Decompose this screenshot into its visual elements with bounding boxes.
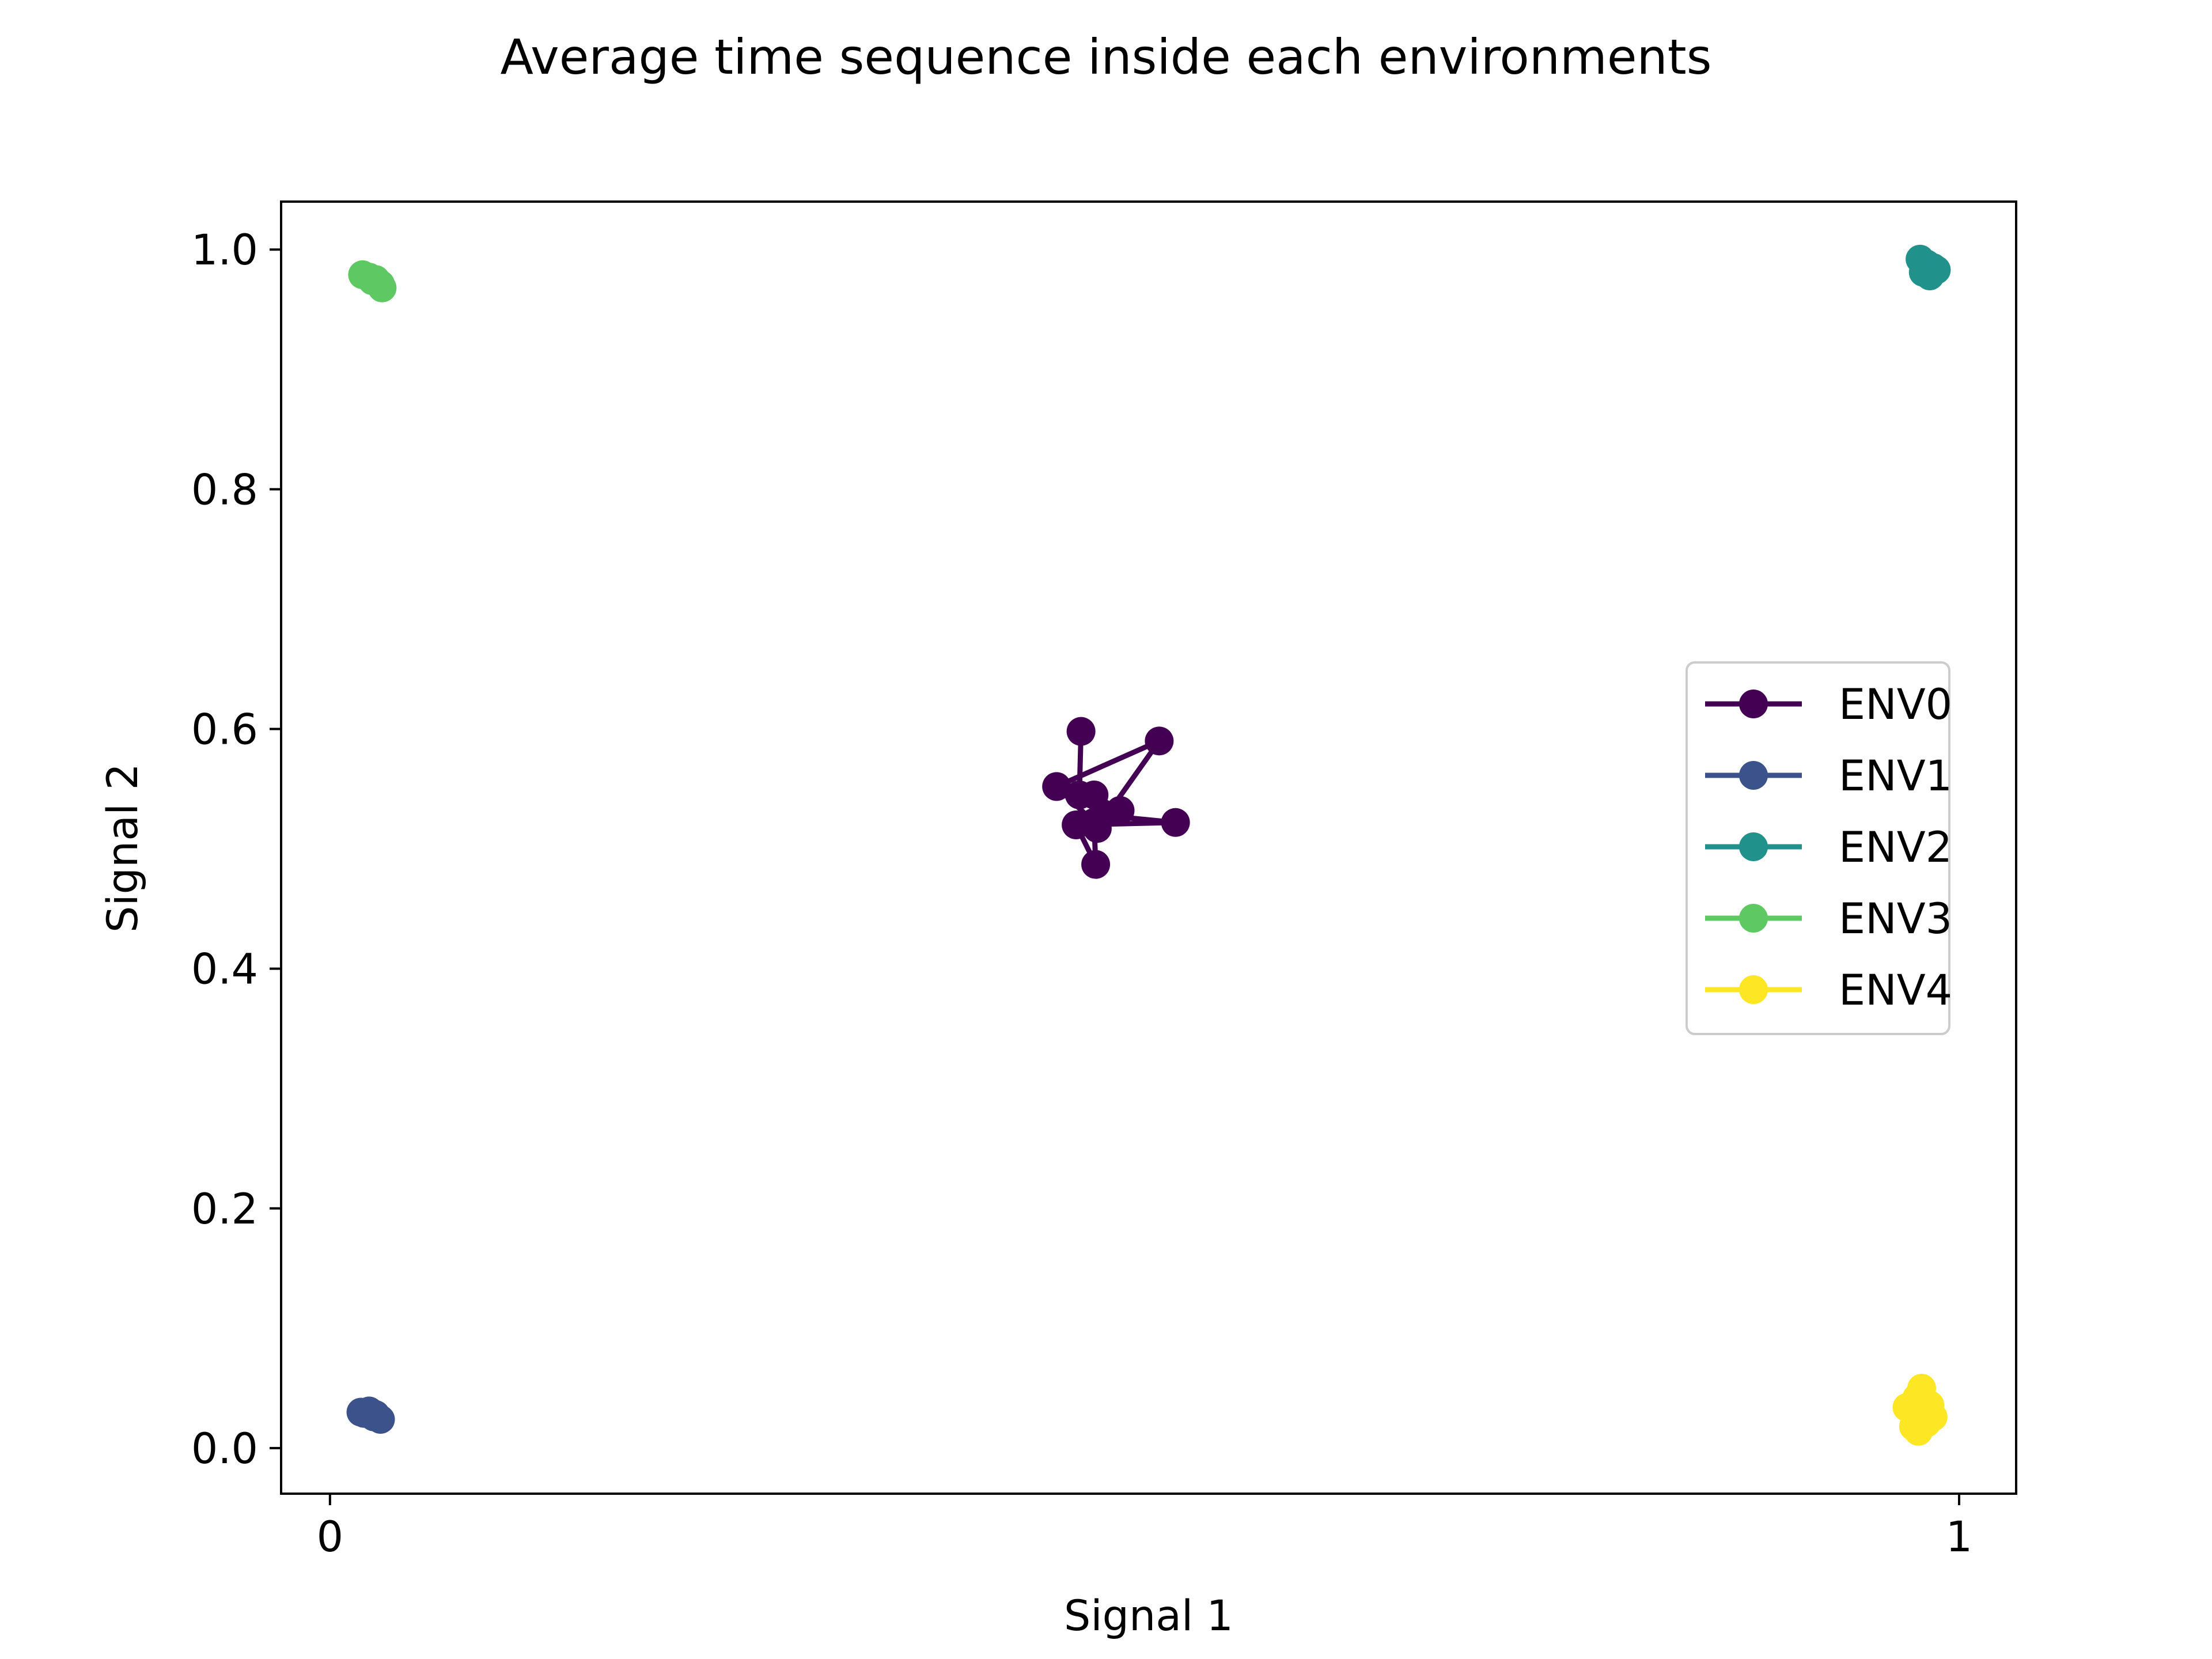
legend-marker <box>1739 690 1768 718</box>
y-axis-label: Signal 2 <box>99 763 147 933</box>
legend: ENV0 ENV1 ENV2 ENV3 ENV4 <box>1685 661 1952 1035</box>
series-env4 <box>1892 1373 1948 1446</box>
legend-marker <box>1739 761 1768 790</box>
legend-label: ENV1 <box>1839 752 1952 801</box>
series-env2 <box>1906 244 1951 291</box>
series-env0 <box>1042 717 1190 879</box>
data-point <box>1899 1412 1928 1441</box>
data-point <box>358 266 387 296</box>
legend-box <box>1685 661 1950 1035</box>
legend-label: ENV0 <box>1839 680 1952 729</box>
legend-label: ENV2 <box>1839 823 1952 872</box>
legend-marker <box>1739 975 1768 1004</box>
legend-entry-env4: ENV4 <box>1705 966 1952 1015</box>
legend-marker <box>1739 832 1768 861</box>
data-point <box>1066 717 1096 746</box>
series-env3 <box>348 260 397 302</box>
legend-label: ENV3 <box>1839 895 1952 944</box>
plot-frame <box>280 200 2017 1495</box>
data-point <box>1042 772 1071 801</box>
y-tick-label: 1.0 <box>191 226 258 275</box>
data-point <box>1062 810 1091 839</box>
y-tick-label: 0.0 <box>191 1425 258 1474</box>
x-tick-label: 1 <box>1946 1513 1972 1562</box>
data-point <box>1145 726 1174 756</box>
x-tick-label: 0 <box>317 1513 343 1562</box>
legend-entry-env3: ENV3 <box>1705 895 1952 944</box>
data-point <box>1081 850 1111 879</box>
legend-marker <box>1739 904 1768 933</box>
legend-entry-env2: ENV2 <box>1705 823 1952 872</box>
data-point <box>1915 262 1945 291</box>
data-point <box>350 1399 379 1428</box>
legend-entry-env1: ENV1 <box>1705 752 1952 801</box>
x-axis-label: Signal 1 <box>1064 1592 1233 1641</box>
y-tick-label: 0.6 <box>191 706 258 755</box>
data-point <box>1902 1383 1931 1412</box>
plot-area <box>346 244 1951 1446</box>
y-tick-label: 0.4 <box>191 945 258 994</box>
data-point <box>1161 808 1190 837</box>
data-point <box>1088 801 1117 830</box>
y-tick-label: 0.8 <box>191 465 258 514</box>
chart-title: Average time sequence inside each enviro… <box>501 29 1712 85</box>
legend-entry-env0: ENV0 <box>1705 680 1952 729</box>
y-axis: 0.0 0.2 0.4 0.6 0.8 1.0 <box>191 226 281 1474</box>
series-env1 <box>346 1396 395 1434</box>
legend-label: ENV4 <box>1839 966 1952 1015</box>
y-tick-label: 0.2 <box>191 1185 258 1234</box>
